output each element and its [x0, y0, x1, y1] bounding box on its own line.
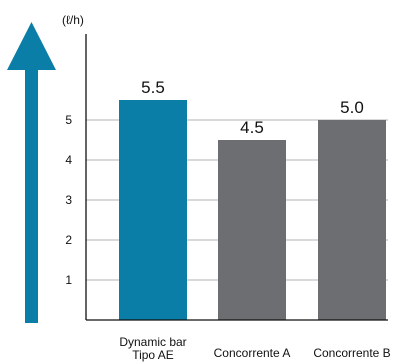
- y-tick-label: 2: [65, 233, 72, 247]
- value-labels: 5.5 4.5 5.0: [141, 78, 364, 137]
- x-category-label: Concorrente A: [214, 346, 291, 360]
- y-tick-label: 3: [65, 193, 72, 207]
- bar-value-label: 5.5: [141, 78, 165, 97]
- bars: [119, 100, 386, 320]
- x-category-label: Concorrente B: [313, 346, 390, 360]
- y-tick-label: 5: [65, 113, 72, 127]
- y-tick-labels: 1 2 3 4 5: [65, 113, 72, 287]
- y-unit-label: (ℓ/h): [62, 13, 84, 27]
- y-tick-label: 4: [65, 153, 72, 167]
- arrow-up-icon: [7, 22, 56, 323]
- x-category-labels: Dynamic bar Tipo AE Concorrente A Concorren…: [119, 335, 390, 362]
- bar-value-label: 4.5: [240, 118, 264, 137]
- y-tick-label: 1: [65, 273, 72, 287]
- x-category-label: Dynamic bar Tipo AE: [119, 335, 186, 362]
- bar: [318, 120, 386, 320]
- bar: [119, 100, 187, 320]
- bar-value-label: 5.0: [340, 98, 364, 117]
- bar: [218, 140, 286, 320]
